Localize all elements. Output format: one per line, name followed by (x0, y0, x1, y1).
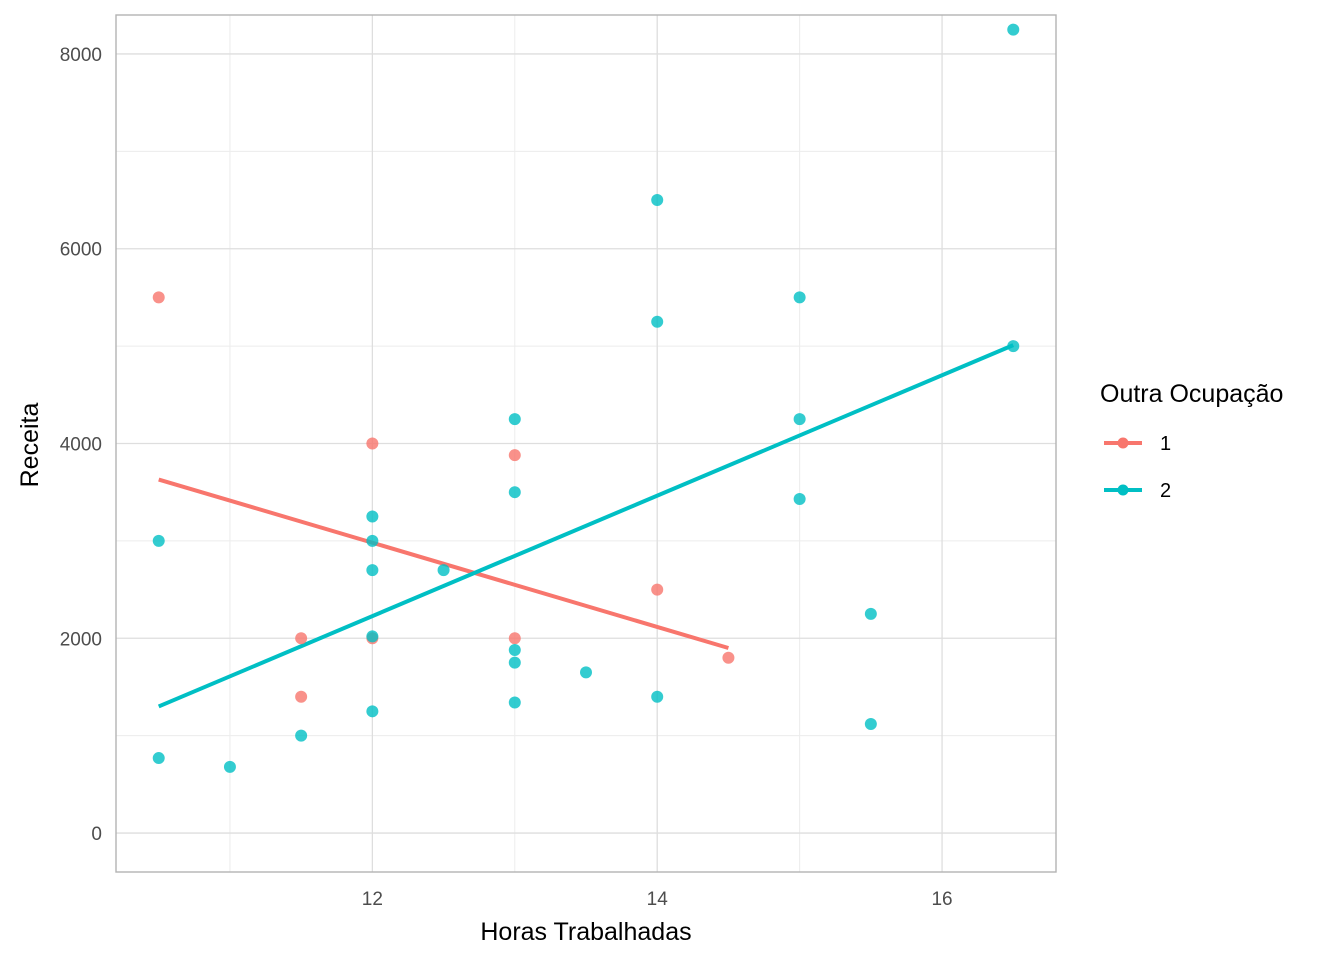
y-tick-label: 4000 (60, 435, 102, 456)
x-axis-ticks: 12 14 16 (362, 889, 953, 910)
data-point-series-2 (366, 510, 379, 523)
data-point-series-2 (793, 291, 806, 304)
legend-item-1: 1 (1104, 433, 1171, 455)
data-point-series-2 (864, 607, 877, 620)
legend-point-1 (1117, 437, 1129, 449)
data-point-series-2 (1007, 23, 1020, 36)
data-point-series-2 (864, 717, 877, 730)
y-axis-title: Receita (16, 403, 44, 488)
trend-line-series-1 (158, 477, 729, 650)
x-tick-label: 16 (931, 889, 952, 910)
data-point-series-2 (651, 194, 664, 207)
x-tick-label: 14 (647, 889, 669, 910)
y-tick-label: 2000 (60, 629, 102, 650)
legend-point-2 (1117, 484, 1129, 496)
data-point-series-2 (366, 705, 379, 718)
data-point-series-2 (152, 752, 165, 765)
data-point-series-2 (508, 696, 521, 709)
legend: Outra Ocupação 1 2 (1100, 380, 1283, 502)
data-point-series-1 (152, 291, 165, 304)
data-point-series-2 (793, 413, 806, 426)
panel-border (115, 14, 1057, 873)
data-point-series-2 (651, 690, 664, 703)
data-point-series-2 (366, 630, 379, 643)
data-point-series-2 (793, 493, 806, 506)
data-point-series-1 (295, 632, 308, 645)
data-point-series-1 (366, 437, 379, 450)
legend-label-1: 1 (1160, 433, 1171, 455)
data-point-series-2 (1007, 340, 1020, 353)
y-tick-label: 8000 (60, 45, 102, 66)
data-point-series-2 (295, 729, 308, 742)
data-point-series-2 (508, 643, 521, 656)
data-point-series-2 (508, 413, 521, 426)
trend-lines (157, 343, 1015, 709)
data-point-series-1 (508, 449, 521, 462)
data-point-series-1 (651, 583, 664, 596)
trend-line-series-2 (157, 343, 1015, 709)
y-tick-label: 6000 (60, 240, 102, 261)
data-point-series-1 (295, 690, 308, 703)
y-axis-ticks: 0 2000 4000 6000 8000 (60, 45, 102, 845)
legend-title: Outra Ocupação (1100, 380, 1283, 408)
legend-label-2: 2 (1160, 480, 1171, 502)
x-tick-label: 12 (362, 889, 383, 910)
x-axis-title: Horas Trabalhadas (480, 918, 691, 946)
data-points (152, 23, 1020, 773)
data-point-series-2 (508, 656, 521, 669)
data-point-series-2 (152, 534, 165, 547)
grid-minor (116, 15, 1056, 872)
grid-major (116, 15, 1056, 872)
data-point-series-2 (651, 315, 664, 328)
data-point-series-2 (508, 486, 521, 499)
data-point-series-2 (223, 760, 236, 773)
data-point-series-2 (366, 534, 379, 547)
data-point-series-1 (508, 632, 521, 645)
y-tick-label: 0 (91, 824, 102, 845)
legend-item-2: 2 (1104, 480, 1171, 502)
data-point-series-2 (580, 666, 592, 679)
data-point-series-2 (437, 564, 450, 577)
data-point-series-1 (722, 651, 735, 664)
data-point-series-2 (366, 564, 379, 577)
